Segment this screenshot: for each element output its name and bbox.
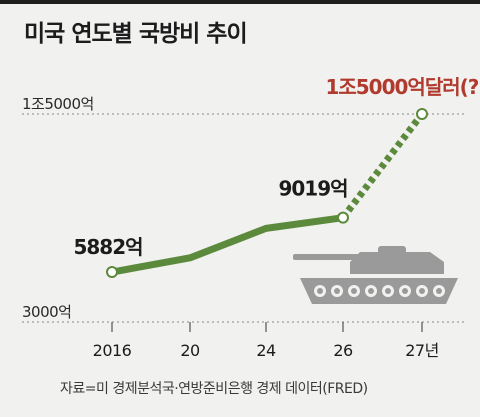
source-note: 자료=미 경제분석국·연방준비은행 경제 데이터(FRED) <box>60 381 368 397</box>
x-tick-label: 24 <box>256 341 276 360</box>
tank-wheel-hub <box>436 288 442 294</box>
tank-wheel-hub <box>368 288 374 294</box>
projected-series-line <box>340 111 425 220</box>
data-label: 5882억 <box>73 235 142 259</box>
series-layer <box>106 108 428 279</box>
tank-wheel-hub <box>351 288 357 294</box>
tank-hull <box>300 278 458 304</box>
tank-turret <box>350 252 444 274</box>
tank-wheel-hub <box>419 288 425 294</box>
projected-value-label: 1조5000억달러(?) <box>325 75 480 99</box>
x-axis: 2016 20 24 26 27년 <box>22 321 465 360</box>
data-point-marker <box>106 266 118 279</box>
actual-series-line <box>108 214 347 276</box>
data-point-marker <box>416 108 428 120</box>
tank-icon <box>293 246 458 304</box>
tank-wheel-hub <box>385 288 391 294</box>
tank-wheel-hub <box>334 288 340 294</box>
x-tick-label: 20 <box>180 341 200 360</box>
reference-label: 3000억 <box>22 303 71 321</box>
tank-wheel-hub <box>317 288 323 294</box>
tank-wheel-hub <box>402 288 408 294</box>
x-tick-label: 2016 <box>93 341 132 360</box>
top-border <box>0 0 480 4</box>
chart-title: 미국 연도별 국방비 추이 <box>24 21 248 47</box>
data-point-marker <box>337 211 349 224</box>
x-tick-label: 26 <box>333 341 353 360</box>
x-tick-label: 27년 <box>405 341 439 360</box>
reference-label: 1조5000억 <box>22 95 94 113</box>
data-label: 9019억 <box>278 177 347 201</box>
data-labels: 5882억 9019억 1조5000억달러(?) <box>73 75 480 259</box>
